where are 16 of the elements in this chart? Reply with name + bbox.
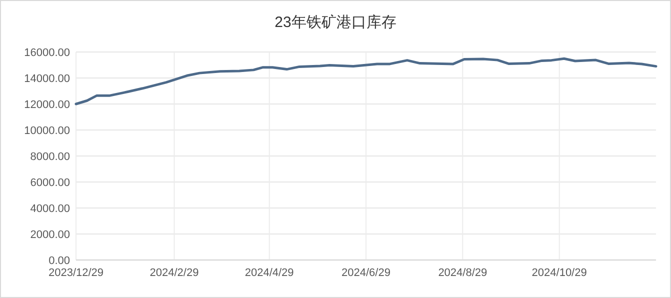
y-tick-label: 2000.00 xyxy=(30,229,70,241)
y-tick-label: 0.00 xyxy=(48,255,70,267)
y-tick-label: 12000.00 xyxy=(24,99,70,111)
x-tick-label: 2024/2/29 xyxy=(150,267,199,279)
y-tick-label: 4000.00 xyxy=(30,203,70,215)
x-tick-label: 2024/6/29 xyxy=(342,267,390,279)
x-tick-label: 2024/4/29 xyxy=(244,267,294,279)
x-tick-label: 2023/12/29 xyxy=(48,267,104,279)
y-tick-label: 10000.00 xyxy=(24,125,70,137)
y-tick-label: 6000.00 xyxy=(30,177,70,189)
y-tick-label: 16000.00 xyxy=(24,47,70,59)
y-tick-label: 14000.00 xyxy=(24,73,70,85)
chart-title: 23年铁矿港口库存 xyxy=(274,14,396,31)
x-tick-label: 2024/10/29 xyxy=(532,267,587,279)
x-tick-label: 2024/8/29 xyxy=(438,267,488,279)
y-tick-label: 8000.00 xyxy=(30,151,70,163)
